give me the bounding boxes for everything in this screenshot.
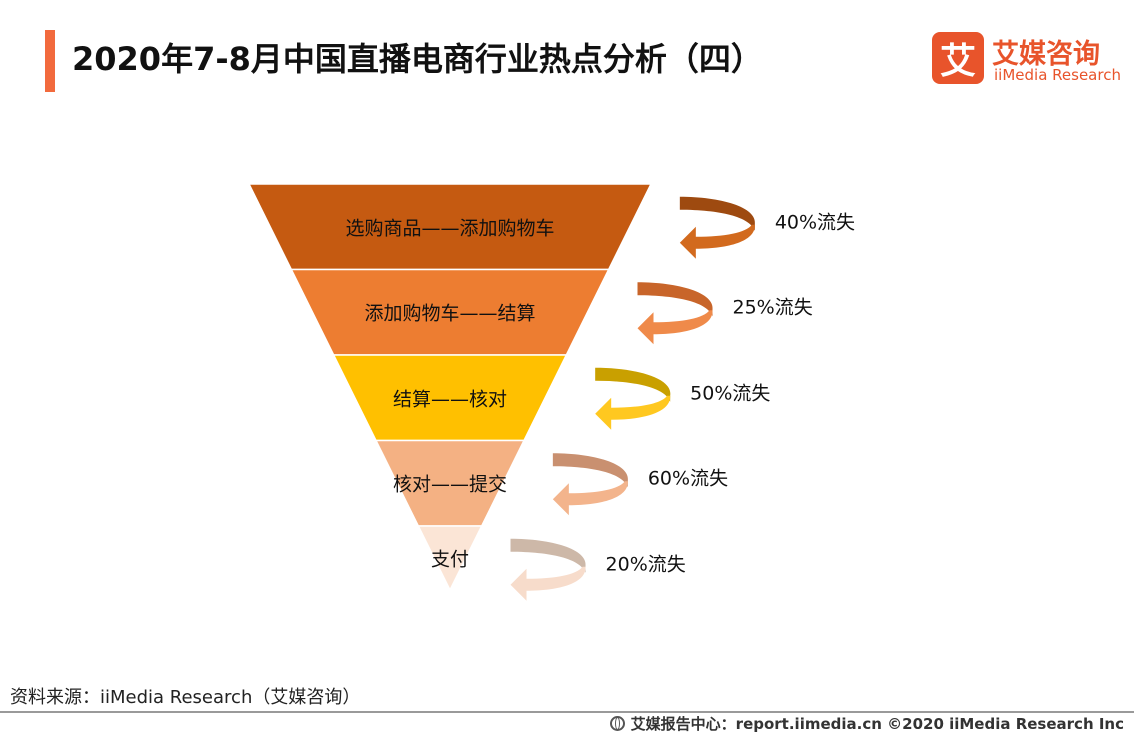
globe-icon xyxy=(609,716,625,731)
source-note: 资料来源：iiMedia Research（艾媒咨询） xyxy=(10,687,361,708)
loss-label: 40%流失 xyxy=(774,211,856,234)
page-title: 2020年7-8月中国直播电商行业热点分析（四） xyxy=(72,40,763,78)
funnel-stage-label: 结算——核对 xyxy=(392,388,508,411)
loss-arrow-3 xyxy=(595,367,671,430)
loss-arrow-1 xyxy=(679,196,756,259)
loss-arrow-5 xyxy=(510,538,586,601)
funnel-stage-label: 添加购物车——结算 xyxy=(364,302,536,325)
loss-label: 50%流失 xyxy=(690,382,771,405)
loss-arrow-4 xyxy=(552,453,629,516)
loss-arrow-2 xyxy=(637,282,713,345)
funnel-stage-label: 选购商品——添加购物车 xyxy=(345,217,555,240)
title-accent-bar xyxy=(45,30,55,92)
footer-divider xyxy=(0,711,1134,713)
loss-label: 60%流失 xyxy=(647,467,729,490)
logo-name-cn: 艾媒咨询 xyxy=(992,39,1100,70)
footer-text: 艾媒报告中心：report.iimedia.cn ©2020 iiMedia R… xyxy=(630,715,1124,733)
logo-mark: 艾 xyxy=(932,32,984,84)
brand-logo: 艾 艾媒咨询 iiMedia Research xyxy=(932,32,1122,88)
funnel-stage-5 xyxy=(417,525,483,592)
funnel-stage-label: 核对——提交 xyxy=(392,473,508,496)
loss-label: 20%流失 xyxy=(605,553,686,576)
footer: 艾媒报告中心：report.iimedia.cn ©2020 iiMedia R… xyxy=(609,713,1124,734)
logo-name-en: iiMedia Research xyxy=(994,66,1121,84)
funnel-stage-label: 支付 xyxy=(430,548,470,571)
loss-label: 25%流失 xyxy=(732,296,813,319)
